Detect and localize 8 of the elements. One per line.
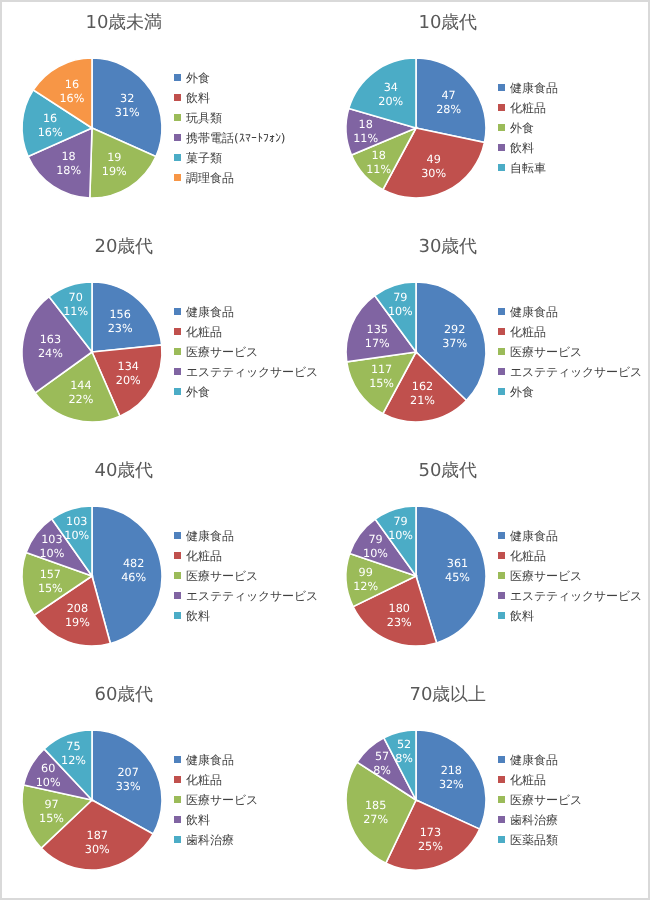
- chart-title: 50歳代: [418, 460, 478, 482]
- chart-title: 70歳以上: [409, 684, 487, 706]
- chart-title: 10歳未満: [85, 12, 163, 34]
- chart-title: 10歳代: [418, 12, 478, 34]
- chart-title: 20歳代: [94, 236, 154, 258]
- chart-title: 40歳代: [94, 460, 154, 482]
- chart-title: 60歳代: [94, 684, 154, 706]
- chart-title: 30歳代: [418, 236, 478, 258]
